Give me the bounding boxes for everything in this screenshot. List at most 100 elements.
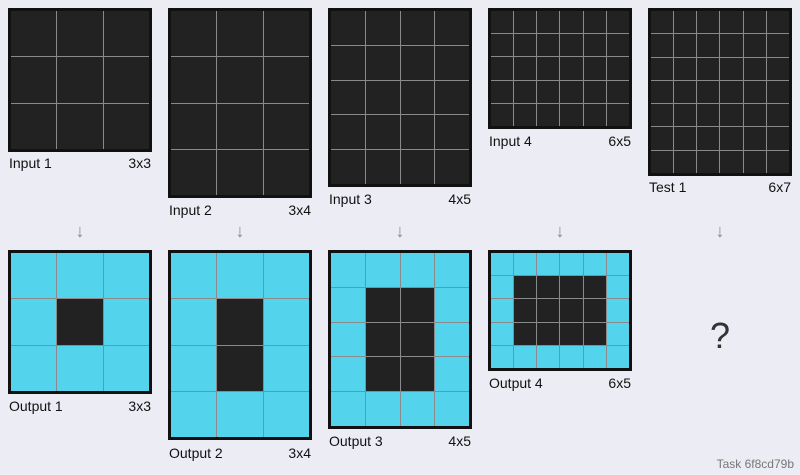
grid-cell [365,150,400,184]
grid-cell [514,276,537,299]
input-4-caption: Input 4 6x5 [489,133,631,149]
output-3-size: 4x5 [448,433,471,449]
grid-cell [365,253,400,287]
arrow-down-icon: ↓ [715,221,725,241]
grid-cell [365,80,400,115]
grid-cell [537,299,560,322]
input-2-size: 3x4 [288,202,311,218]
grid-cell [583,80,606,103]
input-3-label: Input 3 [329,191,372,207]
grid-cell [537,57,560,80]
grid-cell [743,80,766,104]
grid-cell [606,276,629,299]
input-4-size: 6x5 [608,133,631,149]
grid-cell [560,34,583,57]
output-3-label: Output 3 [329,433,383,449]
arrow-down-icon: ↓ [75,221,85,241]
output-2-size: 3x4 [288,445,311,461]
grid-cell [435,45,469,80]
grid-cell [491,11,514,34]
test-1-label: Test 1 [649,179,687,195]
grid-cell [560,253,583,276]
grid-cell [217,299,263,345]
grid-cell [57,103,103,149]
grid-cell [263,57,309,103]
grid-cell [606,253,629,276]
grid-cell [560,103,583,126]
grid-cell [674,80,697,104]
grid-cell [435,392,469,426]
grid-cell [331,45,365,80]
grid-cell [606,80,629,103]
grid-cell [720,34,743,57]
grid-cell [103,103,149,149]
grid-cell [365,392,400,426]
grid-cell [435,80,469,115]
grid-cell [514,322,537,345]
grid-cell [171,391,217,437]
grid-cell [583,276,606,299]
grid-cell [11,253,57,299]
grid-cell [491,103,514,126]
grid-cell [217,391,263,437]
output-1-caption: Output 1 3x3 [9,398,151,414]
grid-cell [263,11,309,57]
unknown-answer-placeholder: ? [709,315,731,356]
grid-cell [560,11,583,34]
test-1-caption: Test 1 6x7 [649,179,791,195]
grid-cell [217,345,263,391]
grid-cell [720,150,743,173]
output-3-grid [328,250,472,429]
grid-cell [400,287,435,322]
grid-cell [514,103,537,126]
grid-cell [606,34,629,57]
output-4-grid [488,250,632,371]
grid-cell [674,11,697,34]
input-1-size: 3x3 [128,155,151,171]
grid-cell [560,299,583,322]
grid-cell [217,149,263,195]
grid-cell [766,34,789,57]
input-2-grid [168,8,312,198]
test-1-size: 6x7 [768,179,791,195]
grid-cell [606,322,629,345]
grid-cell [651,104,674,127]
arrow-down-icon: ↓ [395,221,405,241]
grid-cell [766,127,789,150]
grid-cell [365,11,400,45]
grid-cell [743,127,766,150]
grid-cell [674,57,697,80]
grid-cell [400,80,435,115]
grid-cell [720,127,743,150]
test-1-grid [648,8,792,176]
input-3-caption: Input 3 4x5 [329,191,471,207]
grid-cell [560,57,583,80]
grid-cell [263,149,309,195]
grid-cell [435,253,469,287]
grid-cell [400,357,435,392]
grid-cell [103,57,149,103]
arrow-down-icon: ↓ [555,221,565,241]
grid-cell [11,299,57,345]
grid-cell [766,80,789,104]
grid-cell [331,322,365,357]
grid-cell [491,34,514,57]
input-3-size: 4x5 [448,191,471,207]
grid-cell [766,57,789,80]
output-1-grid [8,250,152,394]
grid-cell [491,276,514,299]
input-1-label: Input 1 [9,155,52,171]
grid-cell [766,150,789,173]
grid-cell [514,80,537,103]
grid-cell [743,11,766,34]
grid-cell [583,345,606,368]
grid-cell [171,149,217,195]
grid-cell [743,150,766,173]
grid-cell [514,345,537,368]
grid-cell [331,150,365,184]
grid-cell [435,322,469,357]
output-3-caption: Output 3 4x5 [329,433,471,449]
grid-cell [720,57,743,80]
grid-cell [720,104,743,127]
grid-cell [766,104,789,127]
